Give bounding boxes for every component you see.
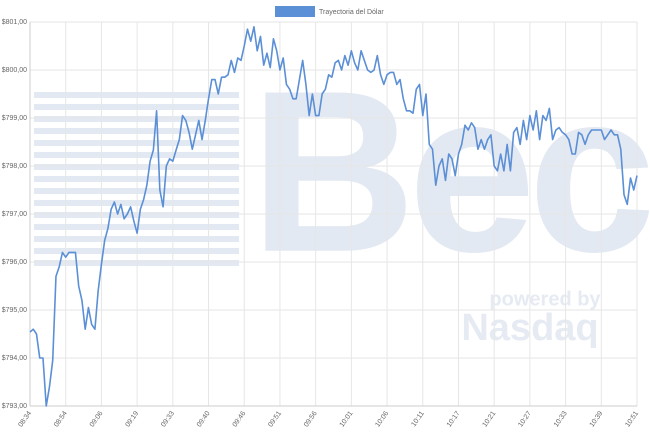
x-tick-label: 10:11: [410, 410, 426, 428]
y-tick-label: $794,00: [2, 355, 27, 362]
x-tick-label: 09:40: [196, 410, 212, 428]
y-tick-label: $795,00: [2, 307, 27, 314]
x-tick-label: 10:17: [446, 410, 462, 428]
x-tick-label: 10:51: [624, 410, 640, 428]
y-tick-label: $798,00: [2, 163, 27, 170]
x-tick-label: 08:34: [17, 410, 33, 428]
x-tick-label: 10:01: [339, 410, 355, 428]
y-tick-label: $797,00: [2, 211, 27, 218]
watermark-brand: Bec: [250, 43, 650, 300]
x-tick-label: 08:54: [53, 410, 69, 428]
y-tick-label: $799,00: [2, 115, 27, 122]
x-tick-label: 10:21: [482, 410, 498, 428]
watermark-tagline: powered by: [489, 288, 601, 310]
x-tick-label: 09:06: [89, 410, 105, 428]
y-tick-label: $793,00: [2, 403, 27, 410]
y-tick-label: $796,00: [2, 259, 27, 266]
x-tick-label: 10:06: [374, 410, 390, 428]
legend-label: Trayectoria del Dólar: [319, 9, 384, 16]
watermark-stripes: [34, 92, 239, 266]
x-tick-label: 09:33: [160, 410, 176, 428]
x-tick-label: 10:27: [517, 410, 533, 428]
legend-swatch: [275, 6, 315, 17]
y-tick-label: $800,00: [2, 67, 27, 74]
y-tick-label: $801,00: [2, 19, 27, 26]
x-tick-label: 10:33: [553, 410, 569, 428]
x-tick-label: 09:19: [124, 410, 140, 428]
x-tick-label: 09:46: [232, 410, 248, 428]
x-tick-label: 09:56: [303, 410, 319, 428]
x-tick-label: 10:39: [589, 410, 605, 428]
x-tick-label: 09:51: [267, 410, 283, 428]
line-series: [29, 25, 638, 407]
